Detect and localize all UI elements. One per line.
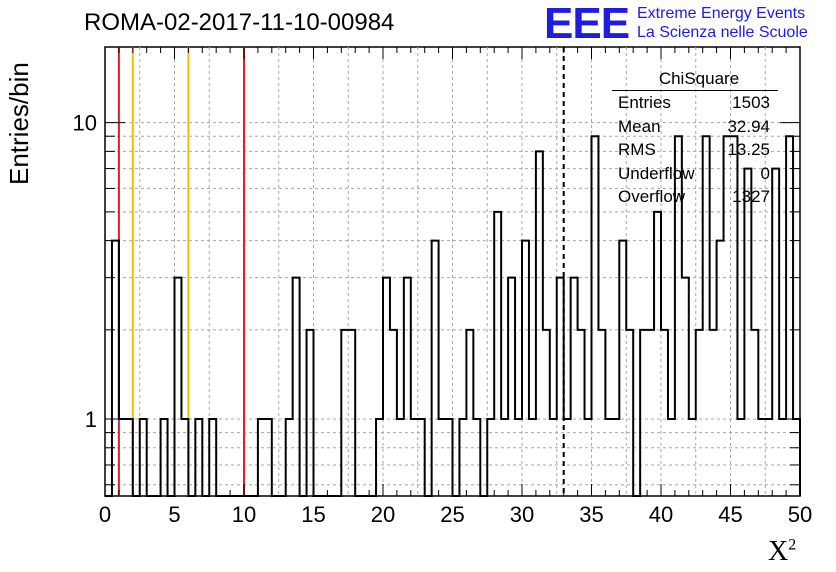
x-tick-label: 5 bbox=[168, 502, 180, 527]
stats-title: ChiSquare bbox=[612, 68, 778, 91]
y-tick-labels: 1 10 bbox=[73, 111, 97, 432]
page-title: ROMA-02-2017-11-10-00984 bbox=[84, 9, 395, 36]
x-tick-label: 30 bbox=[510, 502, 534, 527]
stats-label: Underflow bbox=[618, 163, 695, 183]
x-tick-label: 15 bbox=[301, 502, 325, 527]
stats-value: 0 bbox=[760, 163, 770, 183]
stats-value: 13.25 bbox=[727, 140, 770, 159]
x-tick-label: 10 bbox=[232, 502, 256, 527]
stats-label: Entries bbox=[618, 93, 671, 112]
stats-value: 1327 bbox=[732, 187, 770, 206]
y-tick-label: 10 bbox=[73, 111, 97, 136]
x-tick-label: 0 bbox=[99, 502, 111, 527]
x-tick-labels: 0 5 10 15 20 25 30 35 40 45 50 bbox=[99, 502, 812, 527]
stats-row-mean: Mean 32.94 bbox=[612, 115, 778, 139]
y-axis-label: Entries/bin bbox=[4, 62, 34, 185]
stats-row-overflow: Overflow 1327 bbox=[612, 185, 778, 209]
axis-ticks bbox=[104, 47, 801, 496]
histogram-line bbox=[105, 135, 801, 497]
stats-box: ChiSquare Entries 1503 Mean 32.94 RMS 13.25… bbox=[612, 68, 778, 209]
x-tick-label: 50 bbox=[788, 502, 812, 527]
x-tick-label: 20 bbox=[371, 502, 395, 527]
stats-value: 32.94 bbox=[727, 116, 770, 136]
y-tick-label: 1 bbox=[85, 407, 97, 432]
x-axis-label-superscript: 2 bbox=[788, 536, 797, 554]
stats-row-entries: Entries 1503 bbox=[612, 91, 778, 115]
stats-value: 1503 bbox=[732, 93, 770, 112]
stats-label: Mean bbox=[618, 116, 661, 136]
stats-row-rms: RMS 13.25 bbox=[612, 138, 778, 162]
stats-label: Overflow bbox=[618, 187, 686, 206]
x-tick-label: 45 bbox=[718, 502, 742, 527]
eee-logo: EEE bbox=[544, 0, 630, 48]
stats-row-underflow: Underflow 0 bbox=[612, 162, 778, 186]
x-axis-label: X2 bbox=[768, 536, 796, 568]
x-tick-label: 25 bbox=[440, 502, 464, 527]
x-axis-label-base: X bbox=[768, 536, 789, 567]
stats-label: RMS bbox=[618, 140, 656, 159]
logo-text-line1: Extreme Energy Events bbox=[637, 5, 806, 22]
x-tick-label: 35 bbox=[579, 502, 603, 527]
logo-text-line2: La Scienza nelle Scuole bbox=[637, 24, 808, 41]
x-tick-label: 40 bbox=[649, 502, 673, 527]
